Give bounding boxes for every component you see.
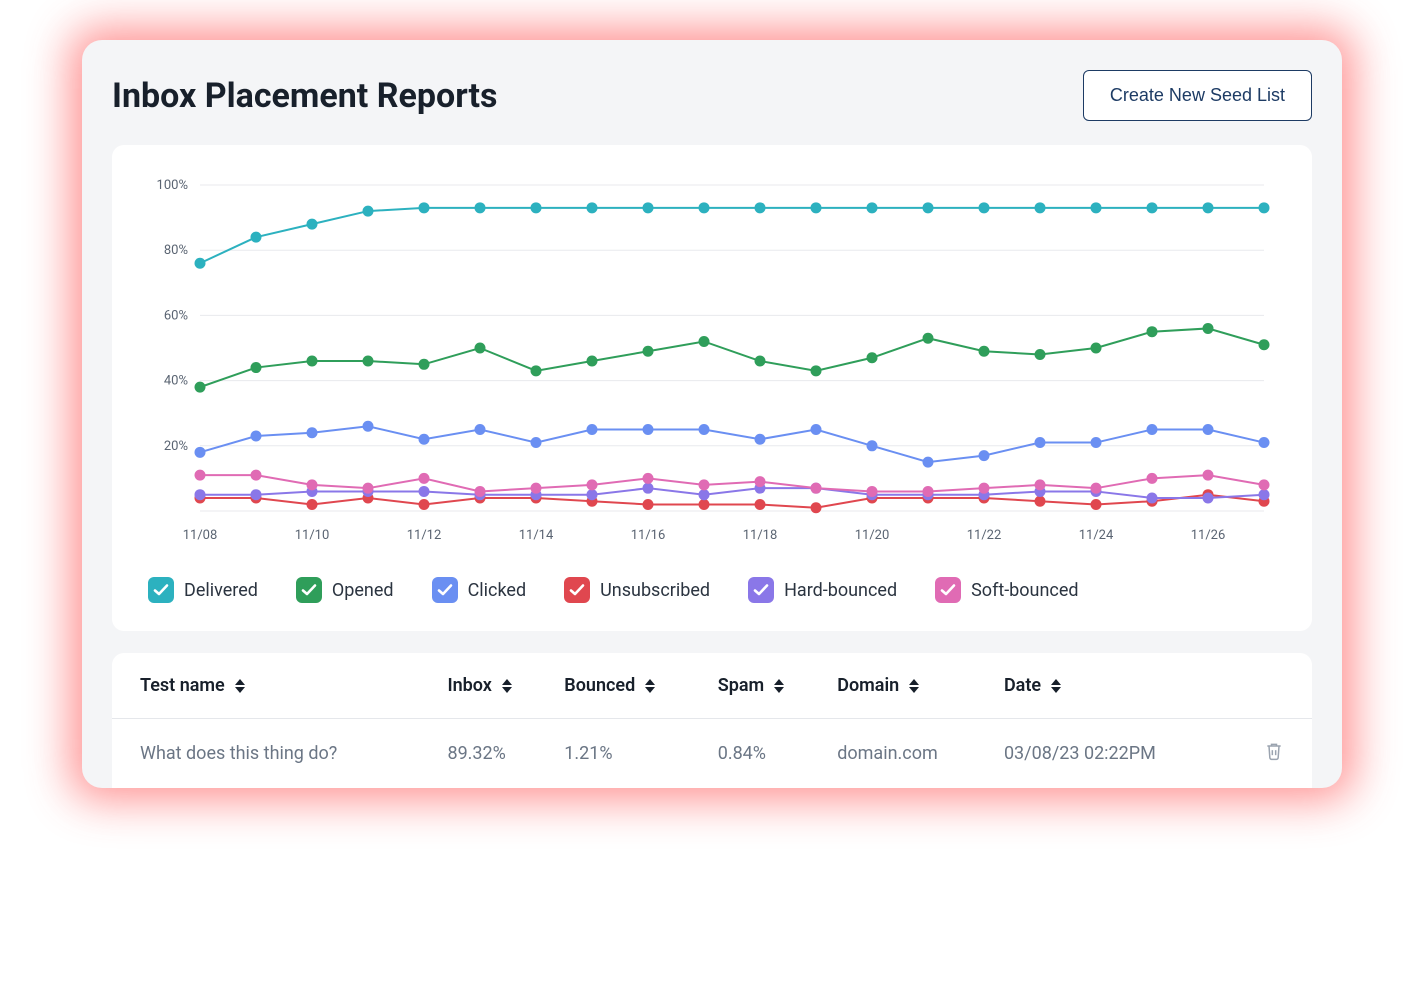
column-label: Inbox bbox=[447, 675, 491, 696]
column-header-inbox[interactable]: Inbox bbox=[437, 653, 554, 719]
column-label: Spam bbox=[718, 675, 764, 696]
table-header-row: Test name Inbox Bounced Spam Domain Date bbox=[112, 653, 1312, 719]
create-seed-list-button[interactable]: Create New Seed List bbox=[1083, 70, 1312, 121]
legend-row: Delivered Opened Clicked Unsubscribed Hard-b… bbox=[142, 577, 1282, 603]
table-body: What does this thing do?89.32%1.21%0.84%… bbox=[112, 719, 1312, 789]
svg-text:11/16: 11/16 bbox=[631, 528, 666, 543]
column-label: Domain bbox=[837, 675, 899, 696]
legend-checkbox-soft_bounced[interactable] bbox=[935, 577, 961, 603]
svg-text:40%: 40% bbox=[164, 374, 188, 389]
svg-text:11/14: 11/14 bbox=[519, 528, 554, 543]
delete-icon[interactable] bbox=[1264, 745, 1284, 766]
svg-text:11/18: 11/18 bbox=[743, 528, 778, 543]
table-row[interactable]: What does this thing do?89.32%1.21%0.84%… bbox=[112, 719, 1312, 789]
cell-test_name: What does this thing do? bbox=[112, 719, 437, 789]
cell-domain: domain.com bbox=[827, 719, 994, 789]
legend-item-delivered[interactable]: Delivered bbox=[148, 577, 258, 603]
legend-label: Opened bbox=[332, 580, 394, 601]
svg-text:11/26: 11/26 bbox=[1191, 528, 1226, 543]
legend-item-hard_bounced[interactable]: Hard-bounced bbox=[748, 577, 897, 603]
sort-icon[interactable] bbox=[774, 679, 784, 693]
table-panel: Test name Inbox Bounced Spam Domain Date What… bbox=[112, 653, 1312, 788]
sort-icon[interactable] bbox=[502, 679, 512, 693]
chart-panel: 20% 40% 60% 80% 100% 11/08 11/10 11/12 11/14 11/1… bbox=[112, 145, 1312, 631]
sort-icon[interactable] bbox=[235, 679, 245, 693]
legend-label: Clicked bbox=[468, 580, 527, 601]
cell-date: 03/08/23 02:22PM bbox=[994, 719, 1232, 789]
svg-text:11/12: 11/12 bbox=[407, 528, 442, 543]
legend-label: Hard-bounced bbox=[784, 580, 897, 601]
column-label: Date bbox=[1004, 675, 1041, 696]
cell-bounced: 1.21% bbox=[554, 719, 707, 789]
legend-checkbox-hard_bounced[interactable] bbox=[748, 577, 774, 603]
sort-icon[interactable] bbox=[645, 679, 655, 693]
svg-text:11/22: 11/22 bbox=[967, 528, 1002, 543]
svg-text:100%: 100% bbox=[157, 178, 188, 193]
column-header-date[interactable]: Date bbox=[994, 653, 1232, 719]
svg-text:60%: 60% bbox=[164, 308, 188, 323]
svg-text:20%: 20% bbox=[164, 439, 188, 454]
cell-spam: 0.84% bbox=[708, 719, 828, 789]
svg-text:11/24: 11/24 bbox=[1079, 528, 1114, 543]
line-chart: 20% 40% 60% 80% 100% 11/08 11/10 11/12 11/14 11/1… bbox=[142, 175, 1282, 555]
legend-item-opened[interactable]: Opened bbox=[296, 577, 394, 603]
svg-text:11/10: 11/10 bbox=[295, 528, 330, 543]
legend-checkbox-opened[interactable] bbox=[296, 577, 322, 603]
legend-item-unsubscribed[interactable]: Unsubscribed bbox=[564, 577, 710, 603]
column-header-actions bbox=[1232, 653, 1312, 719]
legend-label: Soft-bounced bbox=[971, 580, 1078, 601]
legend-item-clicked[interactable]: Clicked bbox=[432, 577, 527, 603]
legend-label: Unsubscribed bbox=[600, 580, 710, 601]
reports-table: Test name Inbox Bounced Spam Domain Date What… bbox=[112, 653, 1312, 788]
column-label: Bounced bbox=[564, 675, 635, 696]
legend-item-soft_bounced[interactable]: Soft-bounced bbox=[935, 577, 1078, 603]
column-header-spam[interactable]: Spam bbox=[708, 653, 828, 719]
svg-text:11/20: 11/20 bbox=[855, 528, 890, 543]
legend-checkbox-unsubscribed[interactable] bbox=[564, 577, 590, 603]
cell-actions bbox=[1232, 719, 1312, 789]
column-header-test_name[interactable]: Test name bbox=[112, 653, 437, 719]
legend-checkbox-clicked[interactable] bbox=[432, 577, 458, 603]
sort-icon[interactable] bbox=[909, 679, 919, 693]
cell-inbox: 89.32% bbox=[437, 719, 554, 789]
legend-checkbox-delivered[interactable] bbox=[148, 577, 174, 603]
header-row: Inbox Placement Reports Create New Seed … bbox=[112, 70, 1312, 121]
legend-label: Delivered bbox=[184, 580, 258, 601]
report-card: Inbox Placement Reports Create New Seed … bbox=[82, 40, 1342, 788]
svg-text:11/08: 11/08 bbox=[183, 528, 218, 543]
svg-text:80%: 80% bbox=[164, 243, 188, 258]
column-label: Test name bbox=[140, 675, 225, 696]
column-header-domain[interactable]: Domain bbox=[827, 653, 994, 719]
sort-icon[interactable] bbox=[1051, 679, 1061, 693]
column-header-bounced[interactable]: Bounced bbox=[554, 653, 707, 719]
page-title: Inbox Placement Reports bbox=[112, 76, 497, 116]
